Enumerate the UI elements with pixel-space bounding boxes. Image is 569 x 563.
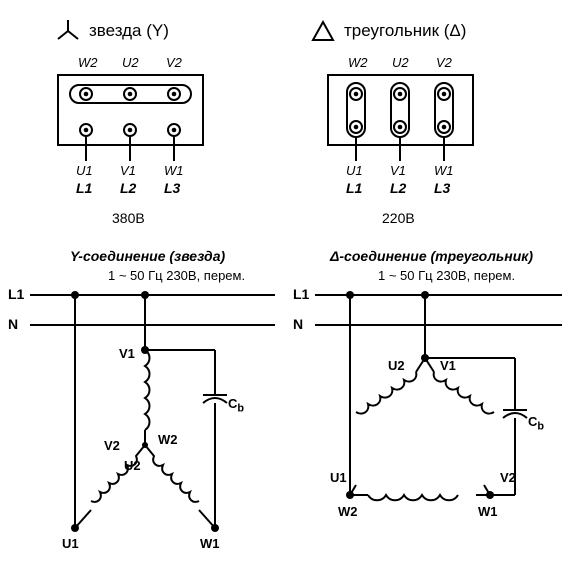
d-conn-W2: W2 xyxy=(338,504,358,519)
delta-line-1: L2 xyxy=(390,180,406,196)
delta-top-term-1: U2 xyxy=(392,55,409,70)
delta-top-term-0: W2 xyxy=(348,55,368,70)
star-symbol-icon xyxy=(55,18,81,44)
y-conn-V1: V1 xyxy=(119,346,135,361)
star-top-term-2: V2 xyxy=(166,55,182,70)
y-conn-N: N xyxy=(8,316,18,332)
y-conn-L1: L1 xyxy=(8,286,24,302)
d-conn-schematic xyxy=(290,280,568,560)
d-conn-V1: V1 xyxy=(440,358,456,373)
star-line-2: L3 xyxy=(164,180,180,196)
y-conn-schematic xyxy=(5,280,285,560)
d-conn-U2: U2 xyxy=(388,358,405,373)
d-conn-V2: V2 xyxy=(500,470,516,485)
delta-symbol-icon xyxy=(310,18,336,44)
y-conn-W1: W1 xyxy=(200,536,220,551)
y-conn-V2: V2 xyxy=(104,438,120,453)
delta-line-2: L3 xyxy=(434,180,450,196)
delta-bot-term-0: U1 xyxy=(346,163,363,178)
star-bot-term-1: V1 xyxy=(120,163,136,178)
delta-voltage: 220В xyxy=(382,210,415,226)
star-voltage: 380В xyxy=(112,210,145,226)
star-top-term-0: W2 xyxy=(78,55,98,70)
d-conn-title: Δ-соединение (треугольник) xyxy=(330,248,533,264)
star-top-term-1: U2 xyxy=(122,55,139,70)
d-conn-N: N xyxy=(293,316,303,332)
delta-line-0: L1 xyxy=(346,180,362,196)
d-conn-L1: L1 xyxy=(293,286,309,302)
star-title: звезда (Y) xyxy=(55,18,169,44)
y-conn-U1: U1 xyxy=(62,536,79,551)
d-conn-Cb: Cb xyxy=(528,414,544,433)
delta-top-term-2: V2 xyxy=(436,55,452,70)
star-title-text: звезда (Y) xyxy=(89,21,169,41)
d-conn-U1: U1 xyxy=(330,470,347,485)
delta-bot-term-2: W1 xyxy=(434,163,454,178)
y-conn-title: Y-соединение (звезда) xyxy=(70,248,225,264)
d-conn-W1: W1 xyxy=(478,504,498,519)
delta-title-text: треугольник (Δ) xyxy=(344,21,466,41)
star-line-1: L2 xyxy=(120,180,136,196)
y-conn-Cb: Cb xyxy=(228,396,244,415)
star-line-0: L1 xyxy=(76,180,92,196)
star-bot-term-0: U1 xyxy=(76,163,93,178)
star-bot-term-2: W1 xyxy=(164,163,184,178)
y-conn-W2: W2 xyxy=(158,432,178,447)
y-conn-U2: U2 xyxy=(124,458,141,473)
delta-title: треугольник (Δ) xyxy=(310,18,466,44)
delta-bot-term-1: V1 xyxy=(390,163,406,178)
